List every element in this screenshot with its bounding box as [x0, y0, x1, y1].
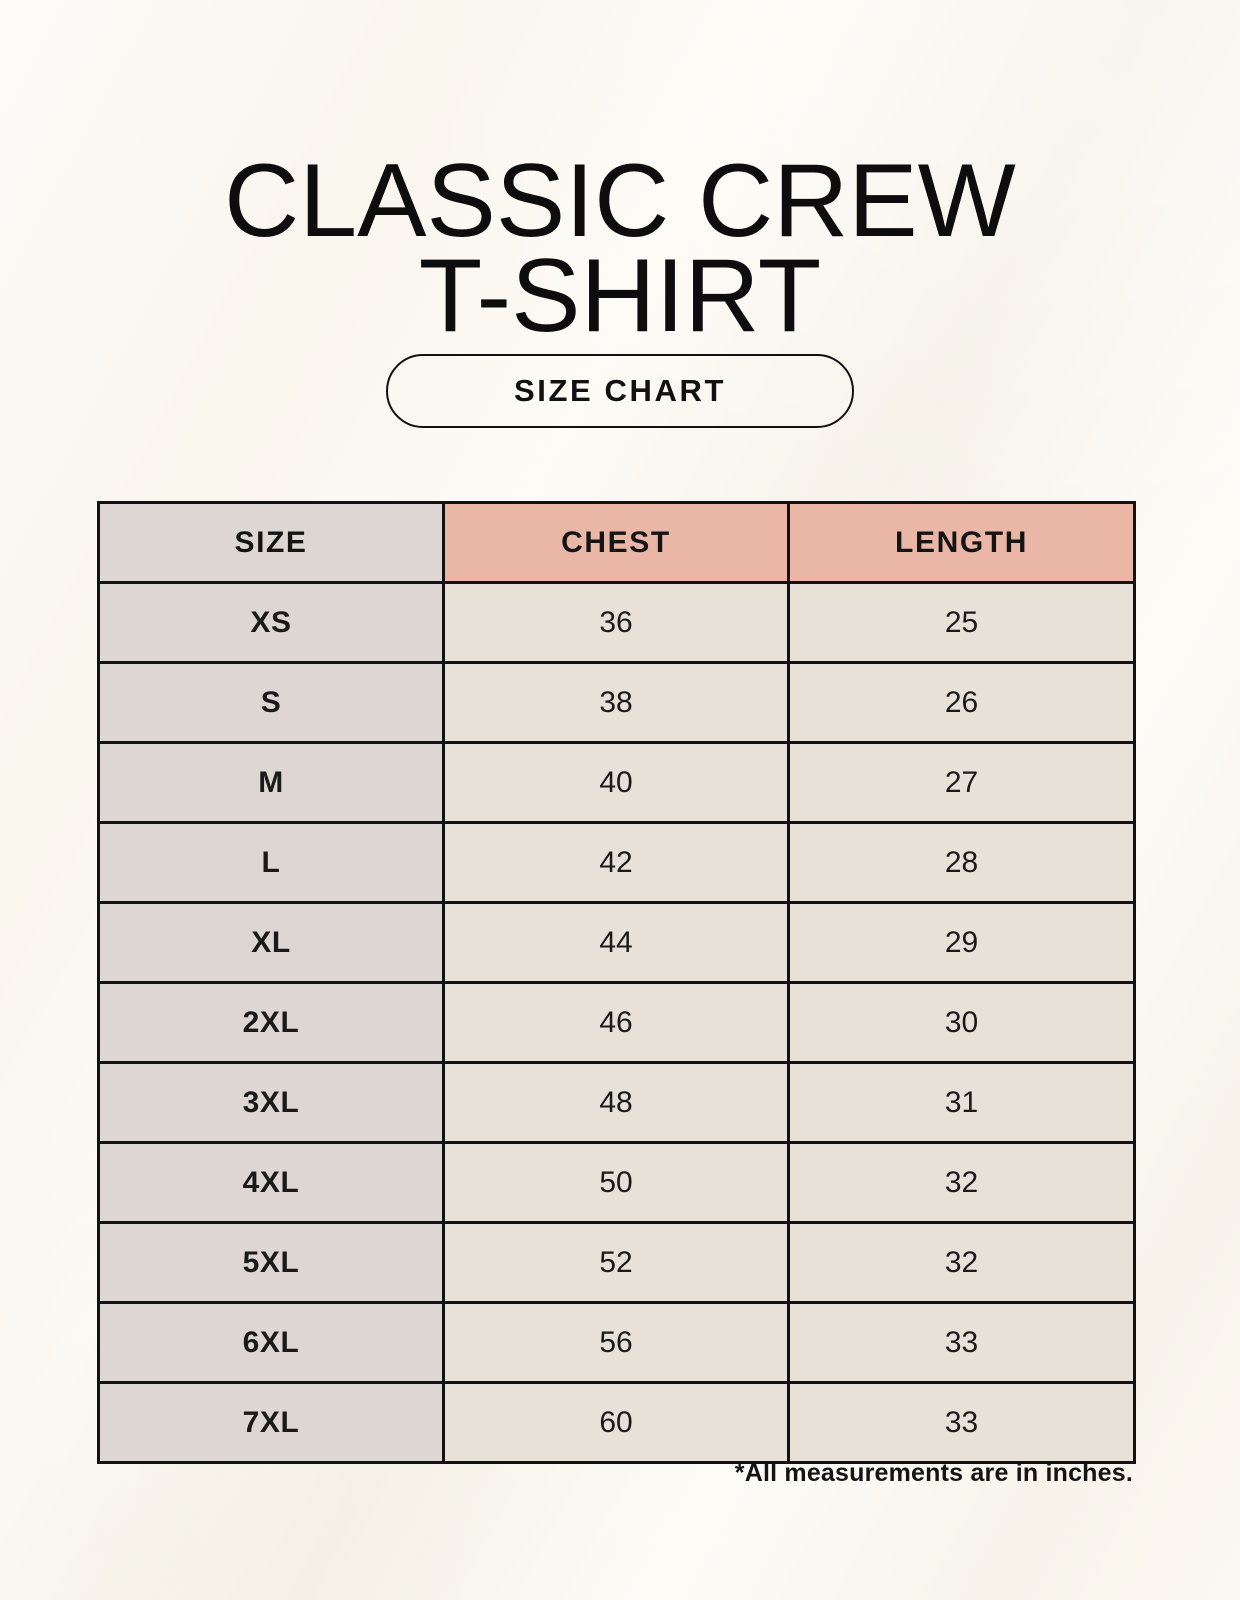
table-header-row: SIZE CHEST LENGTH	[98, 502, 1135, 584]
cell-size: 5XL	[98, 1222, 445, 1304]
table-row: XL 44 29	[98, 902, 1135, 984]
table-row: 5XL 52 32	[98, 1222, 1135, 1304]
cell-chest: 46	[443, 982, 790, 1064]
cell-size: XL	[98, 902, 445, 984]
table-row: M 40 27	[98, 742, 1135, 824]
badge-container: SIZE CHART	[0, 354, 1240, 428]
cell-length: 30	[788, 982, 1135, 1064]
page-title: CLASSIC CREW T-SHIRT	[224, 142, 1016, 355]
size-table: SIZE CHEST LENGTH XS 36 25 S 38 26 M 40 27 L 42 28 X…	[97, 501, 1136, 1464]
table-body: XS 36 25 S 38 26 M 40 27 L 42 28 XL 44 29 2XL 46 30 3XL 48 3…	[98, 582, 1135, 1463]
cell-chest: 42	[443, 822, 790, 904]
cell-length: 33	[788, 1302, 1135, 1384]
cell-size: L	[98, 822, 445, 904]
cell-length: 29	[788, 902, 1135, 984]
cell-length: 32	[788, 1222, 1135, 1304]
cell-length: 26	[788, 662, 1135, 744]
size-table-container: SIZE CHEST LENGTH XS 36 25 S 38 26 M 40 27 L 42 28 X…	[97, 501, 1136, 1464]
cell-chest: 40	[443, 742, 790, 824]
cell-size: S	[98, 662, 445, 744]
cell-chest: 38	[443, 662, 790, 744]
cell-size: 3XL	[98, 1062, 445, 1144]
column-header-size: SIZE	[98, 502, 445, 584]
cell-length: 25	[788, 582, 1135, 664]
column-header-chest: CHEST	[443, 502, 790, 584]
cell-size: 4XL	[98, 1142, 445, 1224]
cell-length: 33	[788, 1382, 1135, 1463]
table-row: 4XL 50 32	[98, 1142, 1135, 1224]
table-row: 6XL 56 33	[98, 1302, 1135, 1384]
measurement-footnote: *All measurements are in inches.	[734, 1459, 1133, 1487]
table-row: XS 36 25	[98, 582, 1135, 664]
cell-size: XS	[98, 582, 445, 664]
table-row: 7XL 60 33	[98, 1382, 1135, 1463]
cell-length: 28	[788, 822, 1135, 904]
cell-chest: 36	[443, 582, 790, 664]
cell-size: 6XL	[98, 1302, 445, 1384]
table-header: SIZE CHEST LENGTH	[98, 502, 1135, 584]
cell-size: M	[98, 742, 445, 824]
cell-chest: 56	[443, 1302, 790, 1384]
column-header-length: LENGTH	[788, 502, 1135, 584]
cell-length: 31	[788, 1062, 1135, 1144]
cell-size: 7XL	[98, 1382, 445, 1463]
cell-chest: 52	[443, 1222, 790, 1304]
cell-chest: 48	[443, 1062, 790, 1144]
cell-length: 27	[788, 742, 1135, 824]
cell-chest: 50	[443, 1142, 790, 1224]
cell-chest: 44	[443, 902, 790, 984]
table-row: 3XL 48 31	[98, 1062, 1135, 1144]
table-row: L 42 28	[98, 822, 1135, 904]
table-row: S 38 26	[98, 662, 1135, 744]
size-chart-badge: SIZE CHART	[386, 354, 854, 428]
cell-size: 2XL	[98, 982, 445, 1064]
cell-length: 32	[788, 1142, 1135, 1224]
cell-chest: 60	[443, 1382, 790, 1463]
table-row: 2XL 46 30	[98, 982, 1135, 1064]
